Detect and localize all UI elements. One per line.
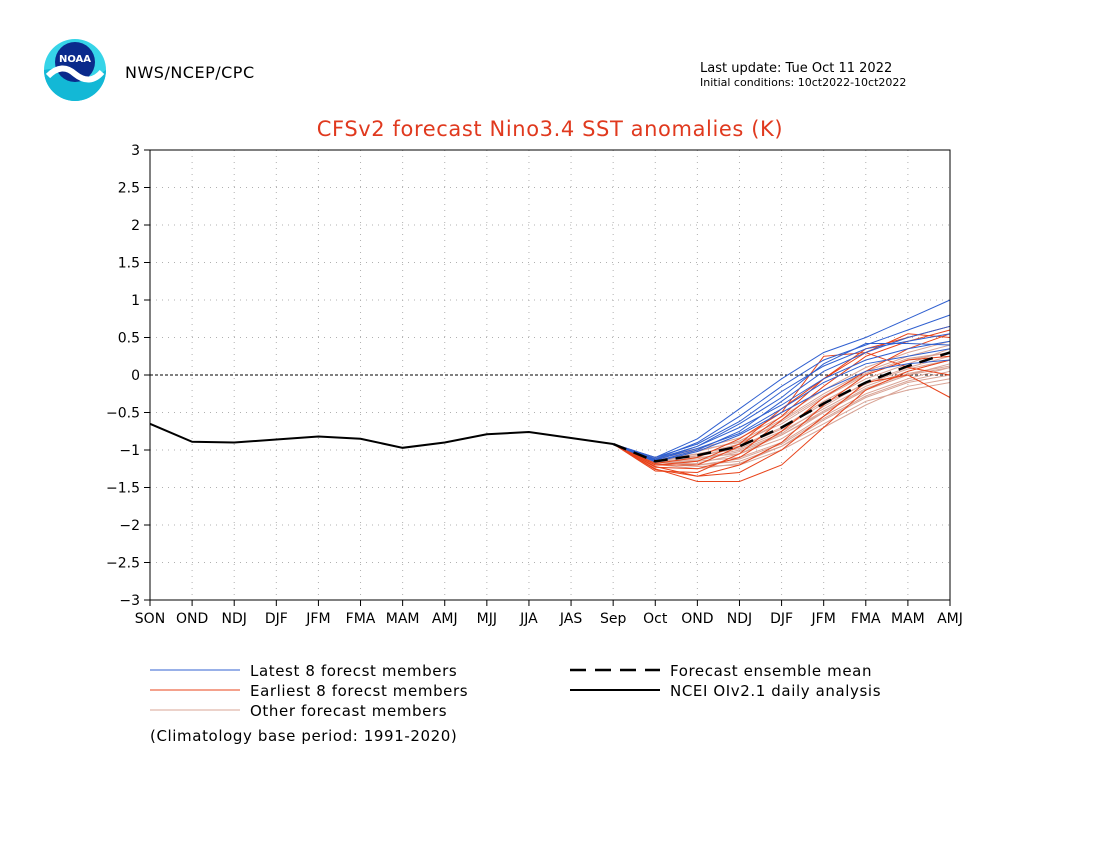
x-tick-label: MAM	[891, 611, 925, 627]
earliest-member-line-2	[612, 355, 951, 477]
x-tick-label: Sep	[600, 611, 627, 627]
x-tick-label: SON	[135, 611, 165, 627]
x-tick-label: JFM	[811, 611, 836, 627]
agency-label: NWS/NCEP/CPC	[125, 63, 255, 82]
other-member-line-10	[612, 382, 951, 470]
latest-member-line-4	[613, 325, 951, 462]
other-member-line-2	[613, 367, 951, 460]
y-tick-label: 0	[131, 368, 140, 384]
y-tick-label: 0.5	[118, 331, 140, 347]
y-tick-label: 1.5	[118, 256, 140, 272]
legend-latest-label: Latest 8 forecst members	[250, 662, 457, 680]
x-axis-ticks: SON OND NDJ DJF JFM FMA MAM AMJ MJJ JJA JAS Sep Oct O…	[135, 600, 963, 627]
y-tick-label: −2.5	[106, 556, 140, 572]
y-tick-label: −2	[119, 518, 140, 534]
x-tick-label: DJF	[265, 611, 288, 627]
last-update: Last update: Tue Oct 11 2022	[700, 61, 892, 76]
climatology-footnote: (Climatology base period: 1991-2020)	[150, 727, 457, 745]
y-tick-label: −1.5	[106, 481, 140, 497]
y-tick-label: 2.5	[118, 181, 140, 197]
other-member-line-16	[613, 340, 951, 459]
observed-analysis-line	[149, 422, 614, 449]
earliest-member-line-7	[612, 374, 951, 477]
x-tick-label: NDJ	[222, 611, 247, 627]
x-tick-label: OND	[176, 611, 208, 627]
other-member-line-15	[613, 365, 951, 462]
initial-conditions: Initial conditions: 10ct2022-10ct2022	[700, 76, 906, 89]
y-tick-label: 3	[131, 143, 140, 159]
x-tick-label: FMA	[851, 611, 881, 627]
earliest-member-line-6	[612, 333, 951, 470]
latest-member-line-5	[613, 348, 951, 461]
x-tick-label: JAS	[559, 611, 582, 627]
legend-other-label: Other forecast members	[250, 702, 447, 720]
ensemble-mean	[612, 351, 951, 463]
other-member-line-6	[612, 367, 951, 464]
legend-mean-label: Forecast ensemble mean	[670, 662, 872, 680]
x-tick-label: FMA	[346, 611, 376, 627]
chart-title: CFSv2 forecast Nino3.4 SST anomalies (K)	[317, 117, 783, 141]
x-tick-label: MAM	[386, 611, 420, 627]
y-tick-label: −3	[119, 593, 140, 609]
latest-member-line-8	[613, 343, 951, 460]
x-tick-label: JFM	[305, 611, 330, 627]
x-tick-label: AMJ	[937, 611, 963, 627]
y-tick-label: 1	[131, 293, 140, 309]
x-tick-label: JJA	[519, 611, 538, 627]
x-tick-label: MJJ	[477, 611, 497, 627]
noaa-logo-text: NOAA	[59, 54, 91, 65]
latest-members	[613, 299, 951, 463]
latest-member-line-7	[613, 359, 951, 463]
y-tick-label: −0.5	[106, 406, 140, 422]
x-tick-label: OND	[681, 611, 713, 627]
x-tick-label: Oct	[643, 611, 668, 627]
earliest-member-line-3	[612, 325, 951, 466]
y-tick-label: 2	[131, 218, 140, 234]
x-tick-label: AMJ	[432, 611, 458, 627]
observed-analysis	[149, 422, 614, 449]
ensemble-mean-line	[612, 351, 951, 463]
x-tick-label: DJF	[770, 611, 793, 627]
legend-earliest-label: Earliest 8 forecst members	[250, 682, 468, 700]
legend: Latest 8 forecst members Earliest 8 fore…	[150, 662, 881, 745]
legend-observed-label: NCEI OIv2.1 daily analysis	[670, 682, 881, 700]
y-tick-label: −1	[119, 443, 140, 459]
x-tick-label: NDJ	[727, 611, 752, 627]
other-member-line-13	[613, 370, 951, 466]
latest-member-line-2	[613, 299, 951, 459]
other-member-line-11	[613, 355, 951, 462]
earliest-members	[612, 325, 951, 482]
noaa-logo: NOAA	[44, 39, 106, 101]
y-axis-ticks: 3 2.5 2 1.5 1 0.5 0 −0.5 −1 −1.5 −2 −2.5 −3	[106, 143, 150, 609]
